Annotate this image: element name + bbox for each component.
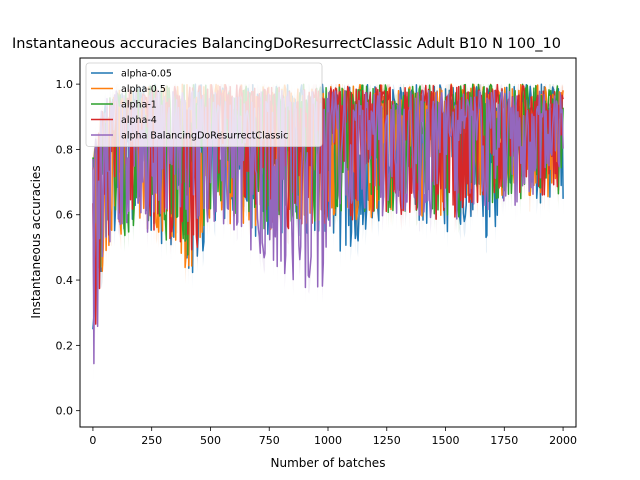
series-line — [92, 83, 564, 325]
chart-title: Instantaneous accuracies BalancingDoResu… — [12, 36, 561, 52]
x-tick-label: 2000 — [549, 434, 577, 447]
y-tick-label: 0.4 — [56, 274, 74, 287]
x-tick-label: 0 — [89, 434, 96, 447]
series-band — [92, 84, 564, 341]
y-tick-label: 0.6 — [56, 209, 74, 222]
plot-frame — [79, 57, 577, 428]
legend-box — [85, 62, 323, 147]
legend-label: alpha-0.05 — [121, 69, 172, 80]
legend-label: alpha-0.5 — [121, 84, 166, 95]
x-tick-label: 1750 — [490, 434, 518, 447]
x-tick-label: 250 — [141, 434, 162, 447]
legend-label: alpha-1 — [121, 100, 157, 111]
series-line — [92, 89, 564, 365]
y-tick-label: 0.2 — [56, 339, 74, 352]
y-tick-label: 1.0 — [56, 78, 74, 91]
x-tick-label: 500 — [200, 434, 221, 447]
legend: alpha-0.05 alpha-0.5 alpha-1 alpha-4 alpha B… — [85, 62, 323, 147]
x-tick-label: 1500 — [432, 434, 460, 447]
x-axis: 0 250 500 750 1000 1250 1500 1750 2000 — [89, 427, 577, 447]
x-axis-label: Number of batches — [271, 456, 386, 470]
x-tick-label: 1000 — [314, 434, 342, 447]
legend-label: alpha-4 — [121, 115, 157, 126]
x-tick-label: 1250 — [373, 434, 401, 447]
legend-label: alpha BalancingDoResurrectClassic — [121, 131, 288, 142]
y-tick-label: 0.8 — [56, 143, 74, 156]
x-tick-label: 750 — [259, 434, 280, 447]
y-axis: 0.0 0.2 0.4 0.6 0.8 1.0 — [56, 78, 80, 418]
y-tick-label: 0.0 — [56, 405, 74, 418]
y-axis-label: Instantaneous accuracies — [29, 165, 43, 318]
